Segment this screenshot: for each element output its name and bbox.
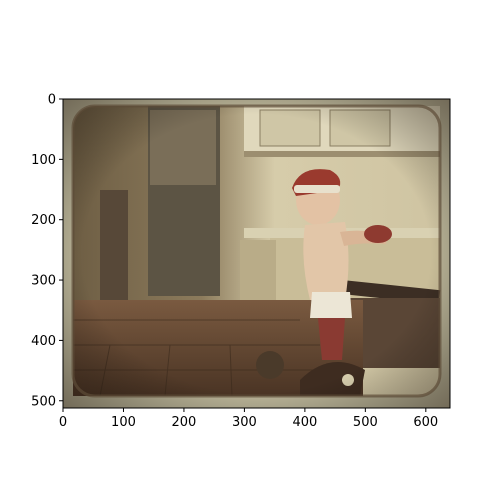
x-tick-label: 500: [353, 415, 378, 430]
x-tick-label: 0: [59, 415, 67, 430]
x-tick-label: 100: [111, 415, 136, 430]
y-tick-label: 500: [31, 394, 56, 409]
photo: [63, 99, 450, 408]
y-tick-label: 0: [48, 93, 56, 108]
x-tick-label: 200: [172, 415, 197, 430]
y-tick-label: 100: [31, 153, 56, 168]
y-tick-label: 300: [31, 274, 56, 289]
y-tick-label: 400: [31, 334, 56, 349]
axes-frame: [62, 98, 451, 409]
x-tick-label: 400: [292, 415, 317, 430]
y-tick-label: 200: [31, 213, 56, 228]
y-axis: 0 100 200 300 400 500: [31, 93, 63, 409]
x-tick-label: 300: [232, 415, 257, 430]
x-axis: 0 100 200 300 400 500 600: [59, 408, 438, 430]
x-tick-label: 600: [413, 415, 438, 430]
